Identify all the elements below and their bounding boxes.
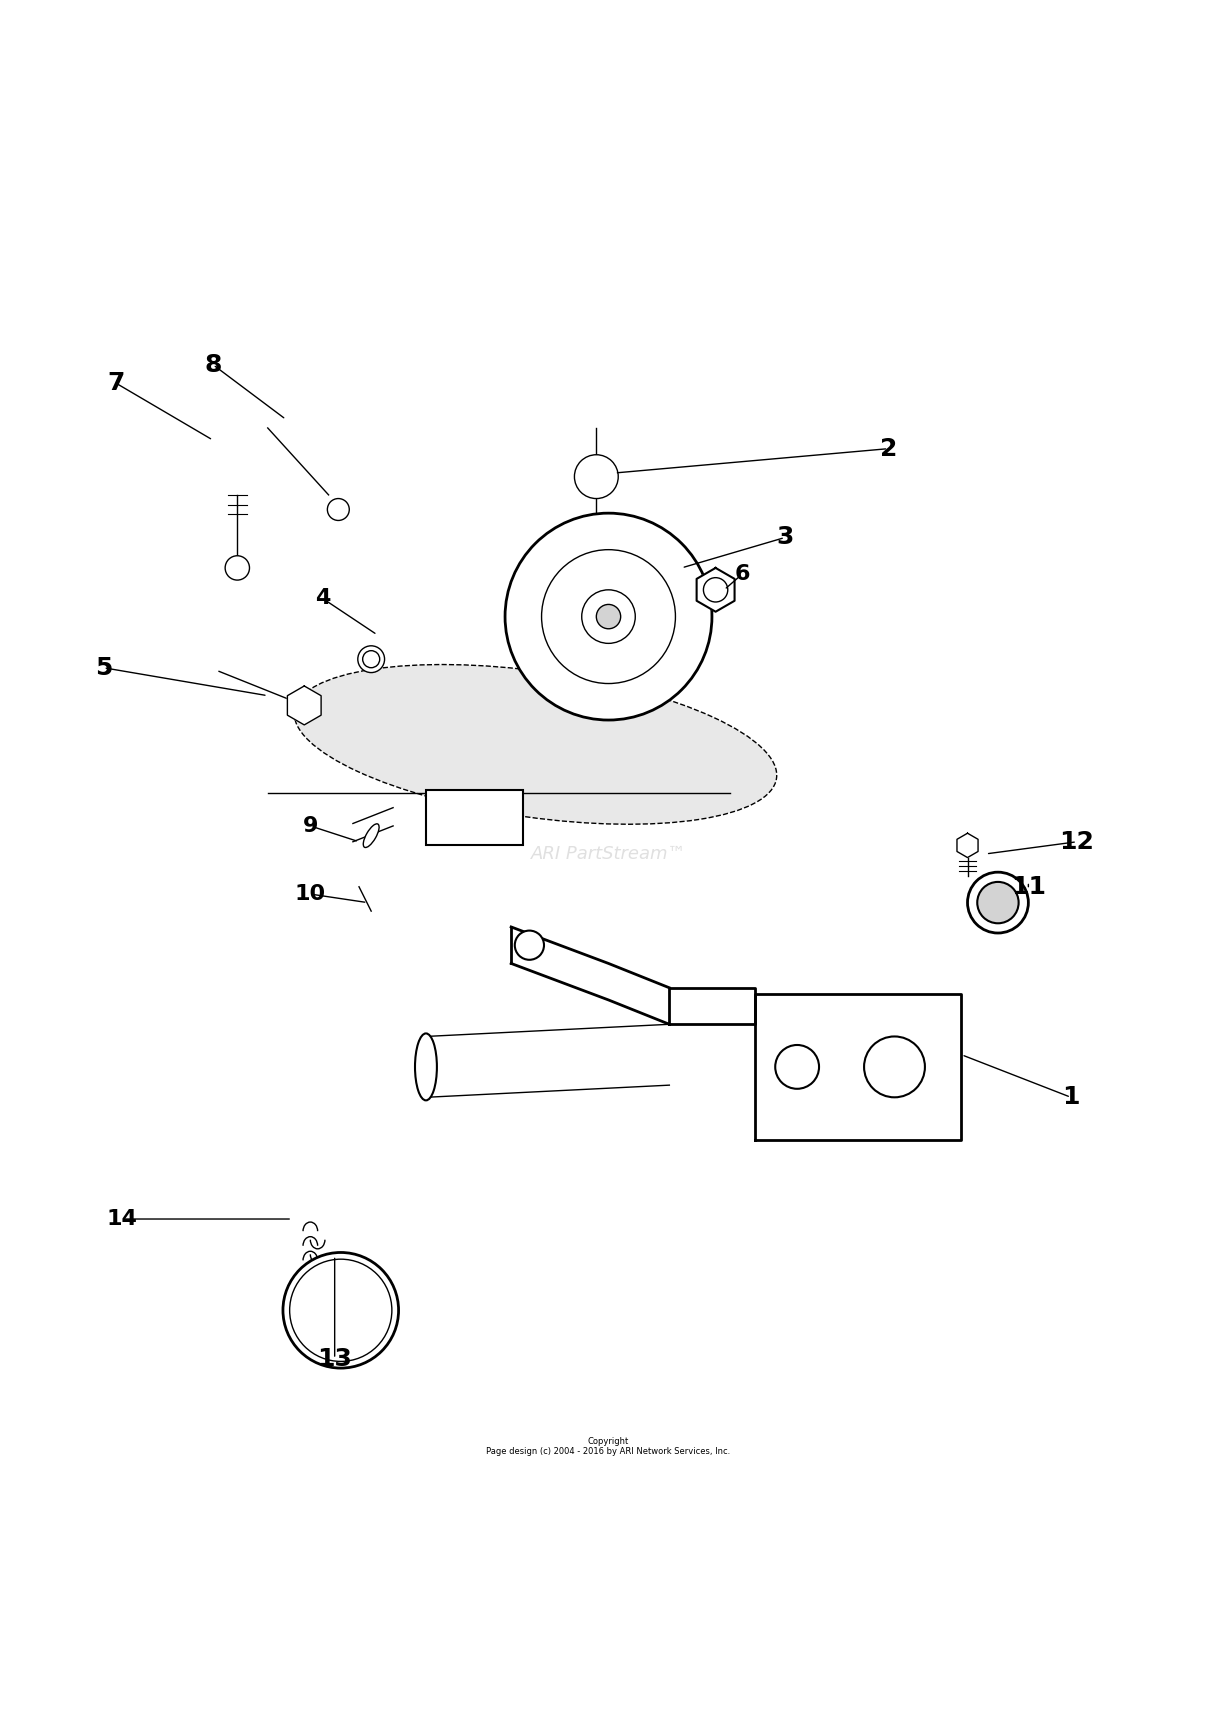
Text: 1: 1 [1062, 1085, 1079, 1109]
Text: 4: 4 [315, 588, 330, 609]
Circle shape [542, 550, 675, 683]
Text: ARI PartStream™: ARI PartStream™ [531, 845, 686, 863]
Text: Copyright
Page design (c) 2004 - 2016 by ARI Network Services, Inc.: Copyright Page design (c) 2004 - 2016 by… [487, 1436, 730, 1457]
Text: 10: 10 [295, 884, 326, 905]
Text: 7: 7 [107, 372, 124, 396]
Text: 5: 5 [95, 655, 112, 679]
Circle shape [574, 454, 618, 499]
Circle shape [703, 578, 728, 602]
Ellipse shape [363, 824, 380, 848]
Circle shape [225, 556, 249, 580]
Circle shape [582, 590, 635, 643]
Circle shape [304, 1275, 377, 1347]
Ellipse shape [282, 1252, 399, 1367]
Text: 8: 8 [204, 353, 221, 377]
Ellipse shape [295, 664, 776, 824]
Circle shape [515, 931, 544, 960]
Text: 2: 2 [880, 437, 897, 461]
Text: 14: 14 [106, 1209, 138, 1230]
Circle shape [481, 805, 505, 829]
Ellipse shape [415, 1034, 437, 1101]
Text: 12: 12 [1060, 829, 1094, 853]
Text: 6: 6 [735, 564, 750, 585]
Text: 3: 3 [776, 526, 793, 549]
Circle shape [444, 805, 469, 829]
Circle shape [505, 513, 712, 721]
Circle shape [363, 650, 380, 667]
Text: 11: 11 [1011, 875, 1045, 900]
Ellipse shape [358, 645, 385, 673]
Circle shape [864, 1037, 925, 1097]
Polygon shape [287, 686, 321, 724]
Circle shape [596, 604, 621, 630]
Circle shape [775, 1046, 819, 1089]
Circle shape [977, 882, 1019, 924]
Ellipse shape [968, 872, 1028, 932]
Polygon shape [696, 568, 735, 612]
Text: 13: 13 [318, 1347, 352, 1371]
Polygon shape [957, 832, 978, 858]
Circle shape [290, 1259, 392, 1362]
FancyBboxPatch shape [426, 789, 523, 845]
Circle shape [327, 499, 349, 521]
Text: 9: 9 [303, 815, 318, 836]
